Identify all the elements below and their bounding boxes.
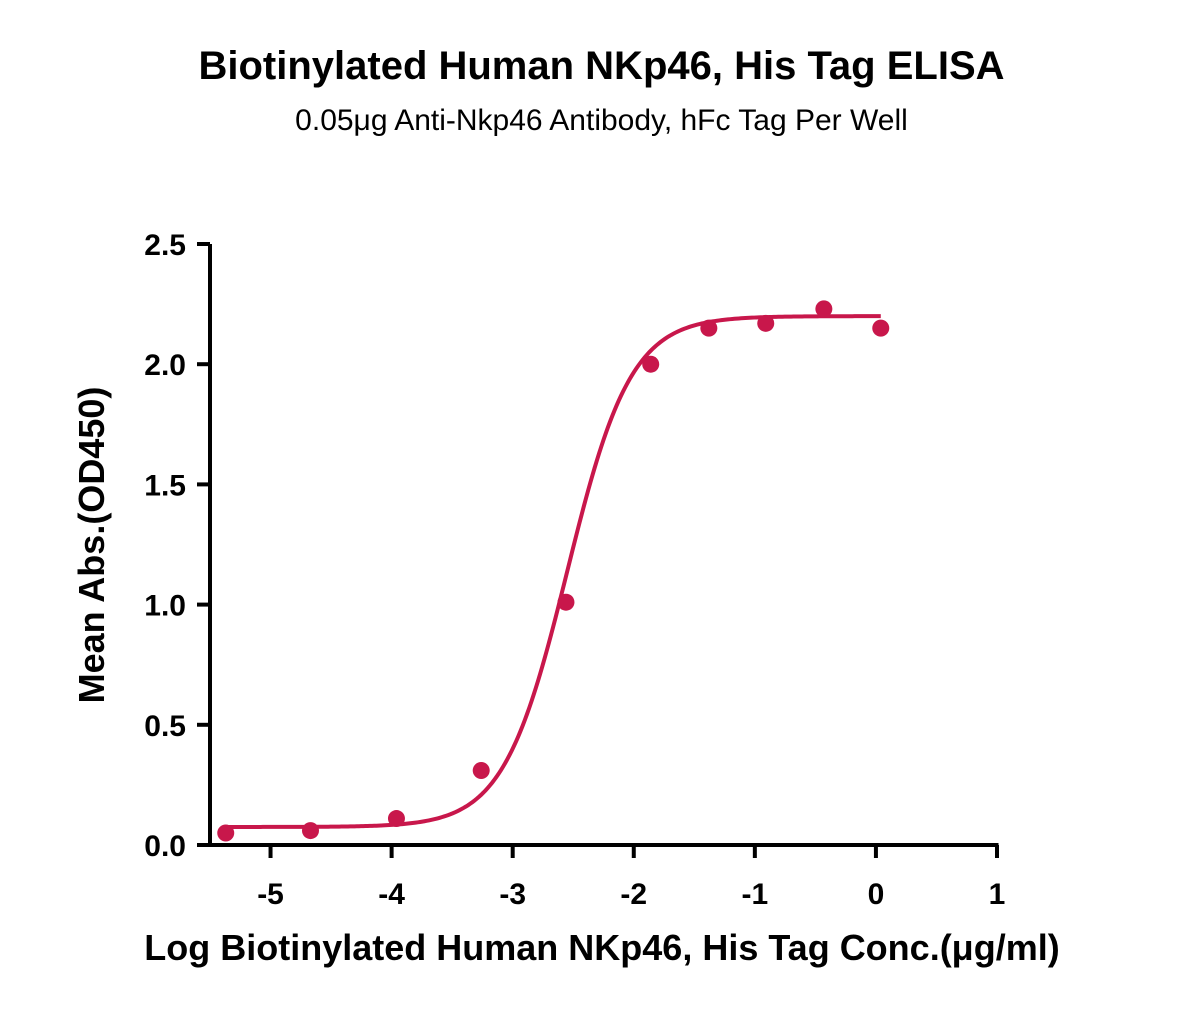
y-tick-label: 1.0 — [144, 590, 186, 623]
fit-curve — [225, 314, 881, 829]
x-tick-label: -2 — [620, 878, 647, 911]
y-tick-label: 2.5 — [144, 229, 186, 262]
data-point — [642, 355, 660, 373]
data-points — [217, 300, 890, 842]
y-tick-label: 0.0 — [144, 830, 186, 863]
x-tick-label: -3 — [499, 878, 526, 911]
data-point — [757, 314, 775, 332]
x-tick-label: -5 — [257, 878, 284, 911]
data-point — [557, 593, 575, 611]
y-tick-label: 0.5 — [144, 710, 186, 743]
axes: 0.0 0.5 1.0 1.5 2.0 2.5 -5 -4 -3 -2 -1 0 1 — [144, 229, 1005, 911]
chart-subtitle: 0.05μg Anti-Nkp46 Antibody, hFc Tag Per … — [295, 104, 908, 137]
data-point — [217, 824, 235, 842]
data-point — [815, 300, 833, 318]
x-axis-label: Log Biotinylated Human NKp46, His Tag Co… — [144, 927, 1059, 968]
y-tick-label: 1.5 — [144, 469, 186, 502]
x-tick-label: 1 — [989, 878, 1006, 911]
x-tick-label: -4 — [378, 878, 405, 911]
y-tick-label: 2.0 — [144, 349, 186, 382]
data-point — [472, 761, 490, 779]
data-point — [387, 810, 405, 828]
data-point — [700, 319, 718, 337]
x-tick-label: -1 — [742, 878, 769, 911]
data-point — [301, 822, 319, 840]
y-axis-label: Mean Abs.(OD450) — [71, 387, 112, 704]
x-tick-label: 0 — [868, 878, 885, 911]
data-point — [872, 319, 890, 337]
chart-title: Biotinylated Human NKp46, His Tag ELISA — [198, 44, 1005, 88]
